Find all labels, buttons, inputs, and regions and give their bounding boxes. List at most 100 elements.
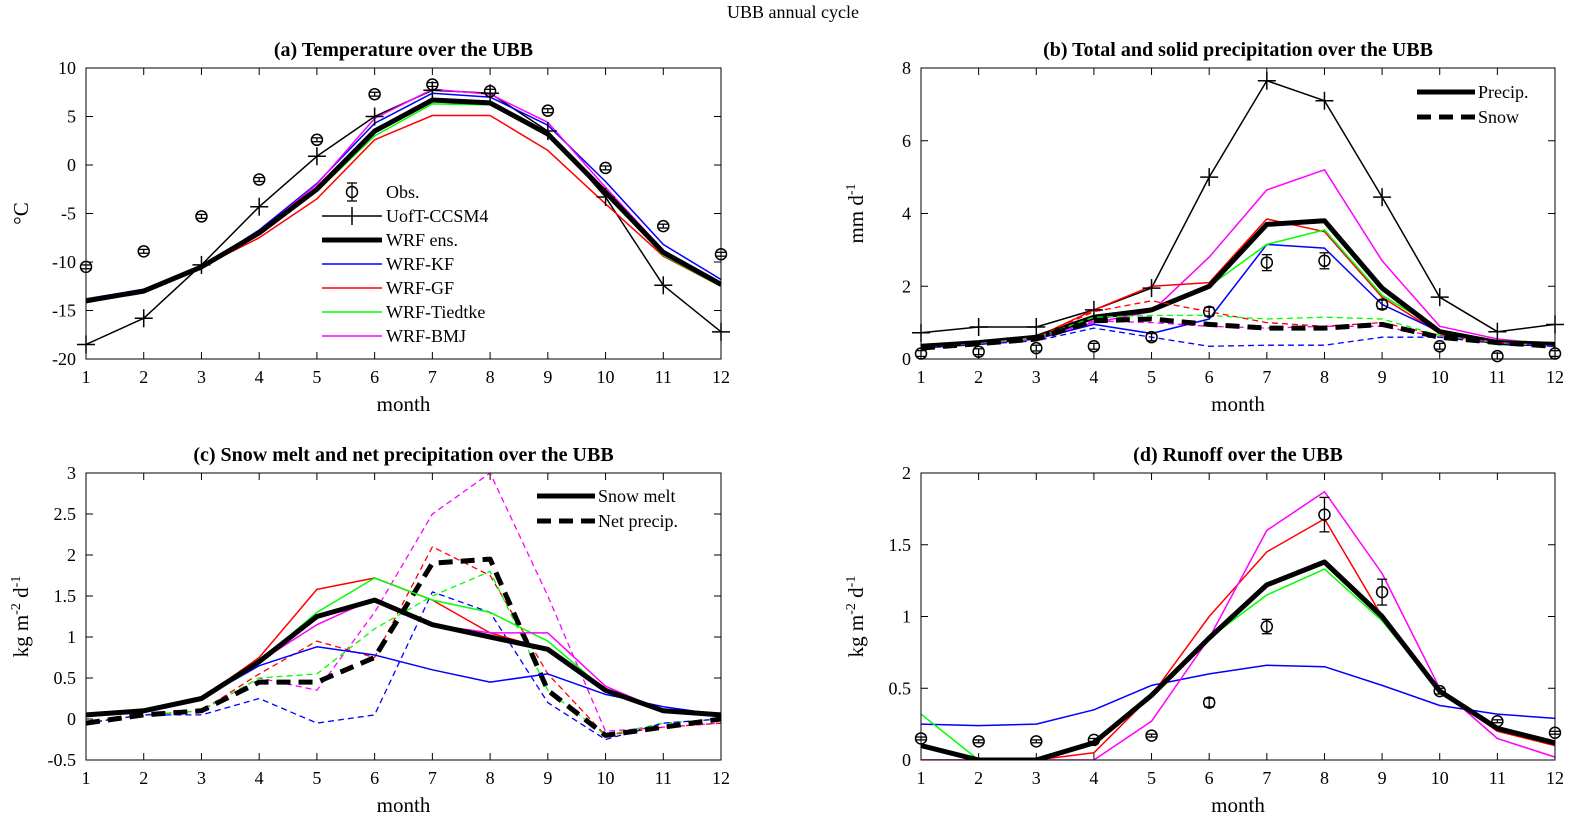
x-tick-label: 4 <box>1089 768 1098 788</box>
y-tick-label: 0 <box>67 709 76 729</box>
series-group <box>86 88 721 346</box>
series-line <box>921 518 1555 760</box>
x-tick-label: 10 <box>597 367 615 387</box>
x-tick-label: 6 <box>1205 367 1214 387</box>
y-axis-label: kg m-2 d-1 <box>9 576 33 658</box>
y-tick-label: -10 <box>52 252 76 272</box>
series-line <box>921 490 1555 760</box>
series-line <box>921 568 1555 760</box>
series-line <box>921 316 1555 351</box>
x-tick-label: 6 <box>370 768 379 788</box>
series-group <box>921 490 1555 760</box>
legend: Obs. UofT-CCSM4 WRF ens. WRF-KF WRF-GF WRF-Ti… <box>322 182 488 346</box>
x-tick-label: 8 <box>486 768 495 788</box>
series-line <box>86 556 721 738</box>
x-tick-label: 11 <box>655 768 672 788</box>
x-tick-label: 11 <box>1489 367 1506 387</box>
legend-label: WRF-BMJ <box>386 326 466 346</box>
y-tick-label: -20 <box>52 349 76 369</box>
y-tick-label: 4 <box>902 204 911 224</box>
x-tick-label: 4 <box>1089 367 1098 387</box>
x-tick-label: 10 <box>1431 768 1449 788</box>
x-tick-label: 9 <box>1378 367 1387 387</box>
axes-box <box>85 67 722 360</box>
x-tick-label: 3 <box>1032 367 1041 387</box>
y-tick-label: -15 <box>52 301 76 321</box>
x-axis-label: month <box>1211 793 1265 817</box>
chart-title: (d) Runoff over the UBB <box>1133 444 1343 466</box>
x-axis-label: month <box>1211 392 1265 416</box>
y-tick-label: 1.5 <box>889 535 912 555</box>
x-tick-label: 12 <box>1546 768 1564 788</box>
obs-point <box>972 345 985 358</box>
obs-point <box>657 219 670 233</box>
y-tick-label: 3 <box>67 463 76 483</box>
x-tick-label: 3 <box>1032 768 1041 788</box>
x-tick-label: 8 <box>486 367 495 387</box>
series-line <box>921 229 1555 348</box>
y-tick-label: 2 <box>902 463 911 483</box>
legend-label: WRF-Tiedtke <box>386 302 485 322</box>
x-tick-label: 1 <box>82 367 91 387</box>
y-tick-label: 0 <box>902 750 911 770</box>
series-line <box>921 664 1555 727</box>
chart-title: (c) Snow melt and net precipitation over… <box>193 444 613 466</box>
x-tick-label: 7 <box>428 768 437 788</box>
series-line <box>921 559 1555 760</box>
legend-label: Precip. <box>1478 82 1528 102</box>
obs-point <box>599 161 612 175</box>
obs-point <box>1260 256 1274 269</box>
y-tick-label: 5 <box>67 107 76 127</box>
x-tick-label: 6 <box>370 367 379 387</box>
x-tick-label: 5 <box>312 768 321 788</box>
series-line <box>86 97 721 304</box>
x-tick-label: 8 <box>1320 367 1329 387</box>
y-tick-label: 8 <box>902 58 911 78</box>
x-tick-label: 5 <box>1147 367 1156 387</box>
legend-label: WRF ens. <box>386 230 458 250</box>
x-axis-label: month <box>377 392 431 416</box>
x-tick-label: 4 <box>255 768 264 788</box>
y-tick-label: 0.5 <box>889 678 912 698</box>
legend-label: Snow melt <box>598 486 676 506</box>
series-line <box>86 597 721 718</box>
x-tick-label: 5 <box>312 367 321 387</box>
y-tick-label: 1 <box>902 607 911 627</box>
x-tick-label: 1 <box>917 367 926 387</box>
figure-title: UBB annual cycle <box>727 2 859 22</box>
obs-point <box>310 133 324 147</box>
x-tick-label: 7 <box>1262 768 1271 788</box>
chart-panel-c: (c) Snow melt and net precipitation over… <box>9 444 730 817</box>
y-axis-label: mm d-1 <box>844 183 868 243</box>
series-line <box>921 218 1555 349</box>
x-tick-label: 1 <box>917 768 926 788</box>
x-tick-label: 9 <box>543 768 552 788</box>
y-tick-label: 2 <box>67 545 76 565</box>
obs-point <box>483 85 497 98</box>
chart-title: (a) Temperature over the UBB <box>274 39 533 61</box>
y-tick-label: 0 <box>67 155 76 175</box>
y-axis-label: kg m-2 d-1 <box>844 576 868 658</box>
x-tick-label: 7 <box>428 367 437 387</box>
obs-point <box>195 210 208 223</box>
obs-point <box>1433 684 1446 698</box>
axes-box <box>85 472 722 761</box>
y-axis-label: °C <box>9 202 33 224</box>
series-line <box>86 546 721 737</box>
x-tick-label: 7 <box>1262 367 1271 387</box>
y-tick-label: -5 <box>61 204 76 224</box>
x-tick-label: 4 <box>255 367 264 387</box>
obs-point <box>137 245 150 258</box>
legend-label: UofT-CCSM4 <box>386 206 488 226</box>
x-tick-label: 9 <box>543 367 552 387</box>
x-tick-label: 12 <box>712 367 730 387</box>
x-tick-label: 3 <box>197 768 206 788</box>
obs-point <box>1202 305 1216 318</box>
series-line <box>921 314 1555 349</box>
x-tick-label: 11 <box>1489 768 1506 788</box>
x-tick-label: 8 <box>1320 768 1329 788</box>
obs-point <box>541 104 555 117</box>
x-tick-label: 3 <box>197 367 206 387</box>
x-tick-label: 2 <box>974 768 983 788</box>
